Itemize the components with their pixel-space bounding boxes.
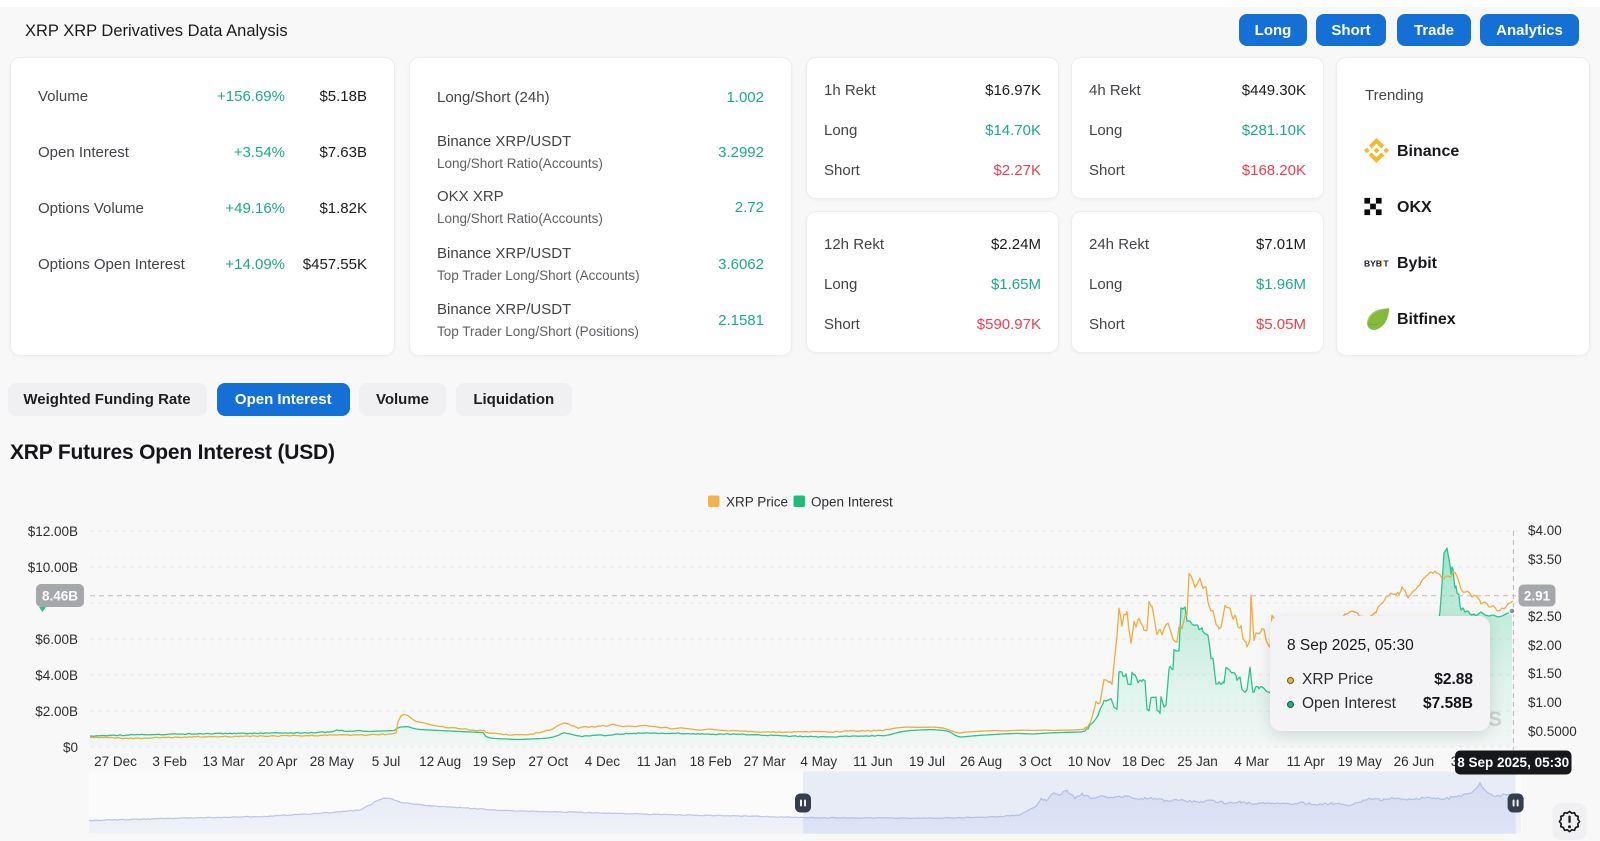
- svg-text:$0.5000: $0.5000: [1528, 724, 1577, 739]
- svg-text:4 May: 4 May: [800, 754, 837, 769]
- svg-text:18 Dec: 18 Dec: [1122, 754, 1165, 769]
- svg-text:Open Interest: Open Interest: [811, 495, 893, 510]
- svg-text:$6.00B: $6.00B: [35, 632, 78, 647]
- svg-text:27 Mar: 27 Mar: [744, 754, 787, 769]
- svg-text:!: !: [1380, 259, 1383, 269]
- svg-text:27 Dec: 27 Dec: [94, 754, 137, 769]
- svg-text:28 May: 28 May: [310, 754, 355, 769]
- svg-text:$1.50: $1.50: [1528, 666, 1562, 681]
- svg-text:11 Apr: 11 Apr: [1287, 754, 1326, 769]
- svg-text:T: T: [1383, 259, 1389, 269]
- svg-text:25 Jan: 25 Jan: [1177, 754, 1218, 769]
- svg-text:$3.50: $3.50: [1528, 552, 1562, 567]
- svg-text:5 Jul: 5 Jul: [372, 754, 401, 769]
- svg-text:20 Apr: 20 Apr: [258, 754, 298, 769]
- svg-text:3 Feb: 3 Feb: [152, 754, 187, 769]
- svg-text:$4.00B: $4.00B: [35, 668, 78, 683]
- svg-text:8 Sep 2025, 05:30: 8 Sep 2025, 05:30: [1457, 755, 1569, 770]
- svg-text:19 Jul: 19 Jul: [909, 754, 945, 769]
- svg-text:$1.00: $1.00: [1528, 695, 1562, 710]
- svg-text:$2.00: $2.00: [1528, 638, 1562, 653]
- svg-text:4 Dec: 4 Dec: [585, 754, 621, 769]
- svg-text:12 Aug: 12 Aug: [419, 754, 461, 769]
- svg-text:19 May: 19 May: [1338, 754, 1383, 769]
- svg-text:27 Oct: 27 Oct: [528, 754, 568, 769]
- svg-text:19 Sep: 19 Sep: [473, 754, 516, 769]
- svg-text:8.46B: 8.46B: [42, 589, 78, 604]
- svg-text:$2.00B: $2.00B: [35, 704, 78, 719]
- svg-text:2.91: 2.91: [1524, 589, 1551, 604]
- svg-text:3 Oct: 3 Oct: [1019, 754, 1052, 769]
- svg-text:13 Mar: 13 Mar: [203, 754, 246, 769]
- svg-text:26 Aug: 26 Aug: [960, 754, 1002, 769]
- svg-text:4 Mar: 4 Mar: [1234, 754, 1269, 769]
- svg-text:$10.00B: $10.00B: [28, 560, 78, 575]
- svg-text:26 Jun: 26 Jun: [1394, 754, 1435, 769]
- svg-text:XRP Price: XRP Price: [726, 495, 788, 510]
- svg-text:BYB: BYB: [1364, 259, 1382, 269]
- svg-text:10 Nov: 10 Nov: [1068, 754, 1111, 769]
- svg-text:$2.50: $2.50: [1528, 609, 1562, 624]
- svg-text:18 Feb: 18 Feb: [690, 754, 732, 769]
- svg-text:$4.00: $4.00: [1528, 523, 1562, 538]
- svg-text:11 Jan: 11 Jan: [637, 754, 677, 769]
- svg-text:11 Jun: 11 Jun: [853, 754, 893, 769]
- svg-text:$12.00B: $12.00B: [28, 524, 78, 539]
- svg-text:$0: $0: [63, 740, 78, 755]
